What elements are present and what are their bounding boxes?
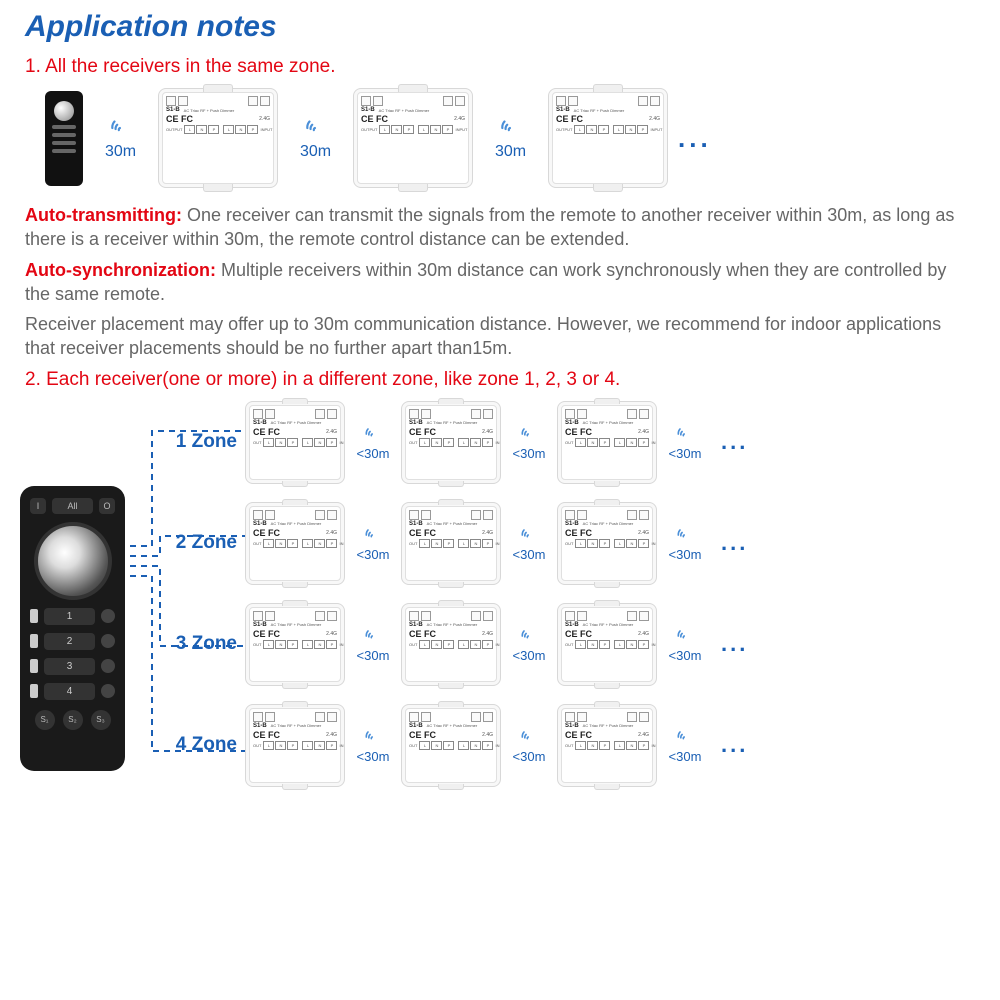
wifi-icon: 30m xyxy=(288,115,343,161)
receiver-module: S1-BAC Triac RF + Push Dimmer CE FC2.4G … xyxy=(548,88,668,188)
auto-transmitting-text: Auto-transmitting: One receiver can tran… xyxy=(25,203,975,252)
wifi-icon: <30m xyxy=(349,424,397,461)
wifi-icon: <30m xyxy=(661,626,709,663)
zone-diagram: IAllO 1 2 3 4 S₁S₂S₃ 1 Zone S1-BAC Triac… xyxy=(25,401,975,787)
remote-large-icon: IAllO 1 2 3 4 S₁S₂S₃ xyxy=(20,486,125,771)
ellipsis: ... xyxy=(721,732,748,758)
heading-2: 2. Each receiver(one or more) in a diffe… xyxy=(25,369,975,391)
zone-row: 4 Zone S1-BAC Triac RF + Push Dimmer CE … xyxy=(155,704,975,787)
wifi-icon: 30m xyxy=(93,115,148,161)
ellipsis: ... xyxy=(721,530,748,556)
zone-label: 3 Zone xyxy=(155,633,245,655)
zone-label: 1 Zone xyxy=(155,431,245,453)
wifi-icon: <30m xyxy=(661,525,709,562)
zone-label: 2 Zone xyxy=(155,532,245,554)
wifi-icon: <30m xyxy=(349,525,397,562)
remote-small-icon xyxy=(45,91,83,186)
heading-1: 1. All the receivers in the same zone. xyxy=(25,56,975,78)
zone-label: 4 Zone xyxy=(155,734,245,756)
wifi-icon: <30m xyxy=(505,424,553,461)
auto-sync-text: Auto-synchronization: Multiple receivers… xyxy=(25,258,975,307)
receiver-module: S1-BAC Triac RF + Push Dimmer CE FC2.4G … xyxy=(158,88,278,188)
wifi-icon: <30m xyxy=(505,626,553,663)
page-title: Application notes xyxy=(25,10,975,44)
ellipsis: ... xyxy=(721,631,748,657)
zone-row: 1 Zone S1-BAC Triac RF + Push Dimmer CE … xyxy=(155,401,975,484)
receiver-module: S1-BAC Triac RF + Push Dimmer CE FC2.4G … xyxy=(557,401,657,484)
wifi-icon: <30m xyxy=(661,727,709,764)
ellipsis: ... xyxy=(721,429,748,455)
placement-note: Receiver placement may offer up to 30m c… xyxy=(25,312,975,361)
diagram-row-1: 30m S1-BAC Triac RF + Push Dimmer CE FC2… xyxy=(45,88,975,188)
wifi-icon: <30m xyxy=(349,727,397,764)
wifi-icon: <30m xyxy=(349,626,397,663)
receiver-module: S1-BAC Triac RF + Push Dimmer CE FC2.4G … xyxy=(245,704,345,787)
receiver-module: S1-BAC Triac RF + Push Dimmer CE FC2.4G … xyxy=(557,704,657,787)
receiver-module: S1-BAC Triac RF + Push Dimmer CE FC2.4G … xyxy=(401,704,501,787)
wifi-icon: <30m xyxy=(661,424,709,461)
zone-row: 2 Zone S1-BAC Triac RF + Push Dimmer CE … xyxy=(155,502,975,585)
receiver-module: S1-BAC Triac RF + Push Dimmer CE FC2.4G … xyxy=(245,401,345,484)
zone-row: 3 Zone S1-BAC Triac RF + Push Dimmer CE … xyxy=(155,603,975,686)
receiver-module: S1-BAC Triac RF + Push Dimmer CE FC2.4G … xyxy=(401,401,501,484)
wifi-icon: <30m xyxy=(505,525,553,562)
ellipsis: ... xyxy=(678,123,712,154)
receiver-module: S1-BAC Triac RF + Push Dimmer CE FC2.4G … xyxy=(401,603,501,686)
receiver-module: S1-BAC Triac RF + Push Dimmer CE FC2.4G … xyxy=(245,603,345,686)
distance-label: 30m xyxy=(105,143,136,161)
receiver-module: S1-BAC Triac RF + Push Dimmer CE FC2.4G … xyxy=(245,502,345,585)
receiver-module: S1-BAC Triac RF + Push Dimmer CE FC2.4G … xyxy=(401,502,501,585)
receiver-module: S1-BAC Triac RF + Push Dimmer CE FC2.4G … xyxy=(557,603,657,686)
wifi-icon: <30m xyxy=(505,727,553,764)
receiver-module: S1-BAC Triac RF + Push Dimmer CE FC2.4G … xyxy=(557,502,657,585)
wifi-icon: 30m xyxy=(483,115,538,161)
receiver-module: S1-BAC Triac RF + Push Dimmer CE FC2.4G … xyxy=(353,88,473,188)
